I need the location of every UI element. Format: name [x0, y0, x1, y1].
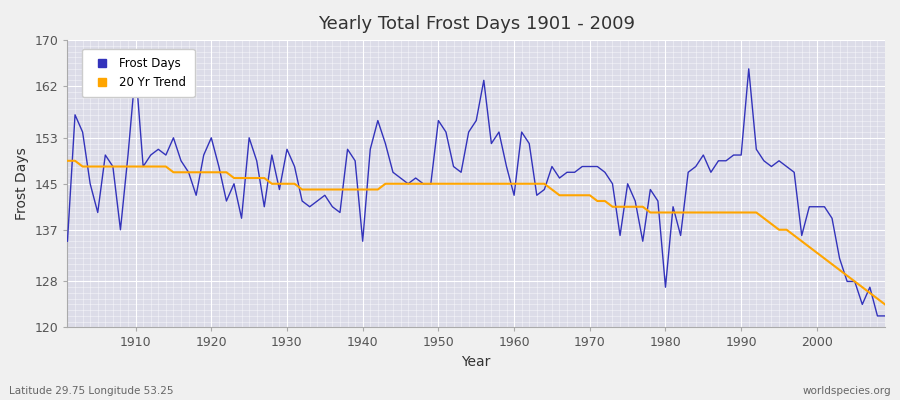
Text: worldspecies.org: worldspecies.org	[803, 386, 891, 396]
Title: Yearly Total Frost Days 1901 - 2009: Yearly Total Frost Days 1901 - 2009	[318, 15, 634, 33]
Legend: Frost Days, 20 Yr Trend: Frost Days, 20 Yr Trend	[82, 49, 194, 97]
Y-axis label: Frost Days: Frost Days	[15, 147, 29, 220]
X-axis label: Year: Year	[462, 355, 490, 369]
Text: Latitude 29.75 Longitude 53.25: Latitude 29.75 Longitude 53.25	[9, 386, 174, 396]
